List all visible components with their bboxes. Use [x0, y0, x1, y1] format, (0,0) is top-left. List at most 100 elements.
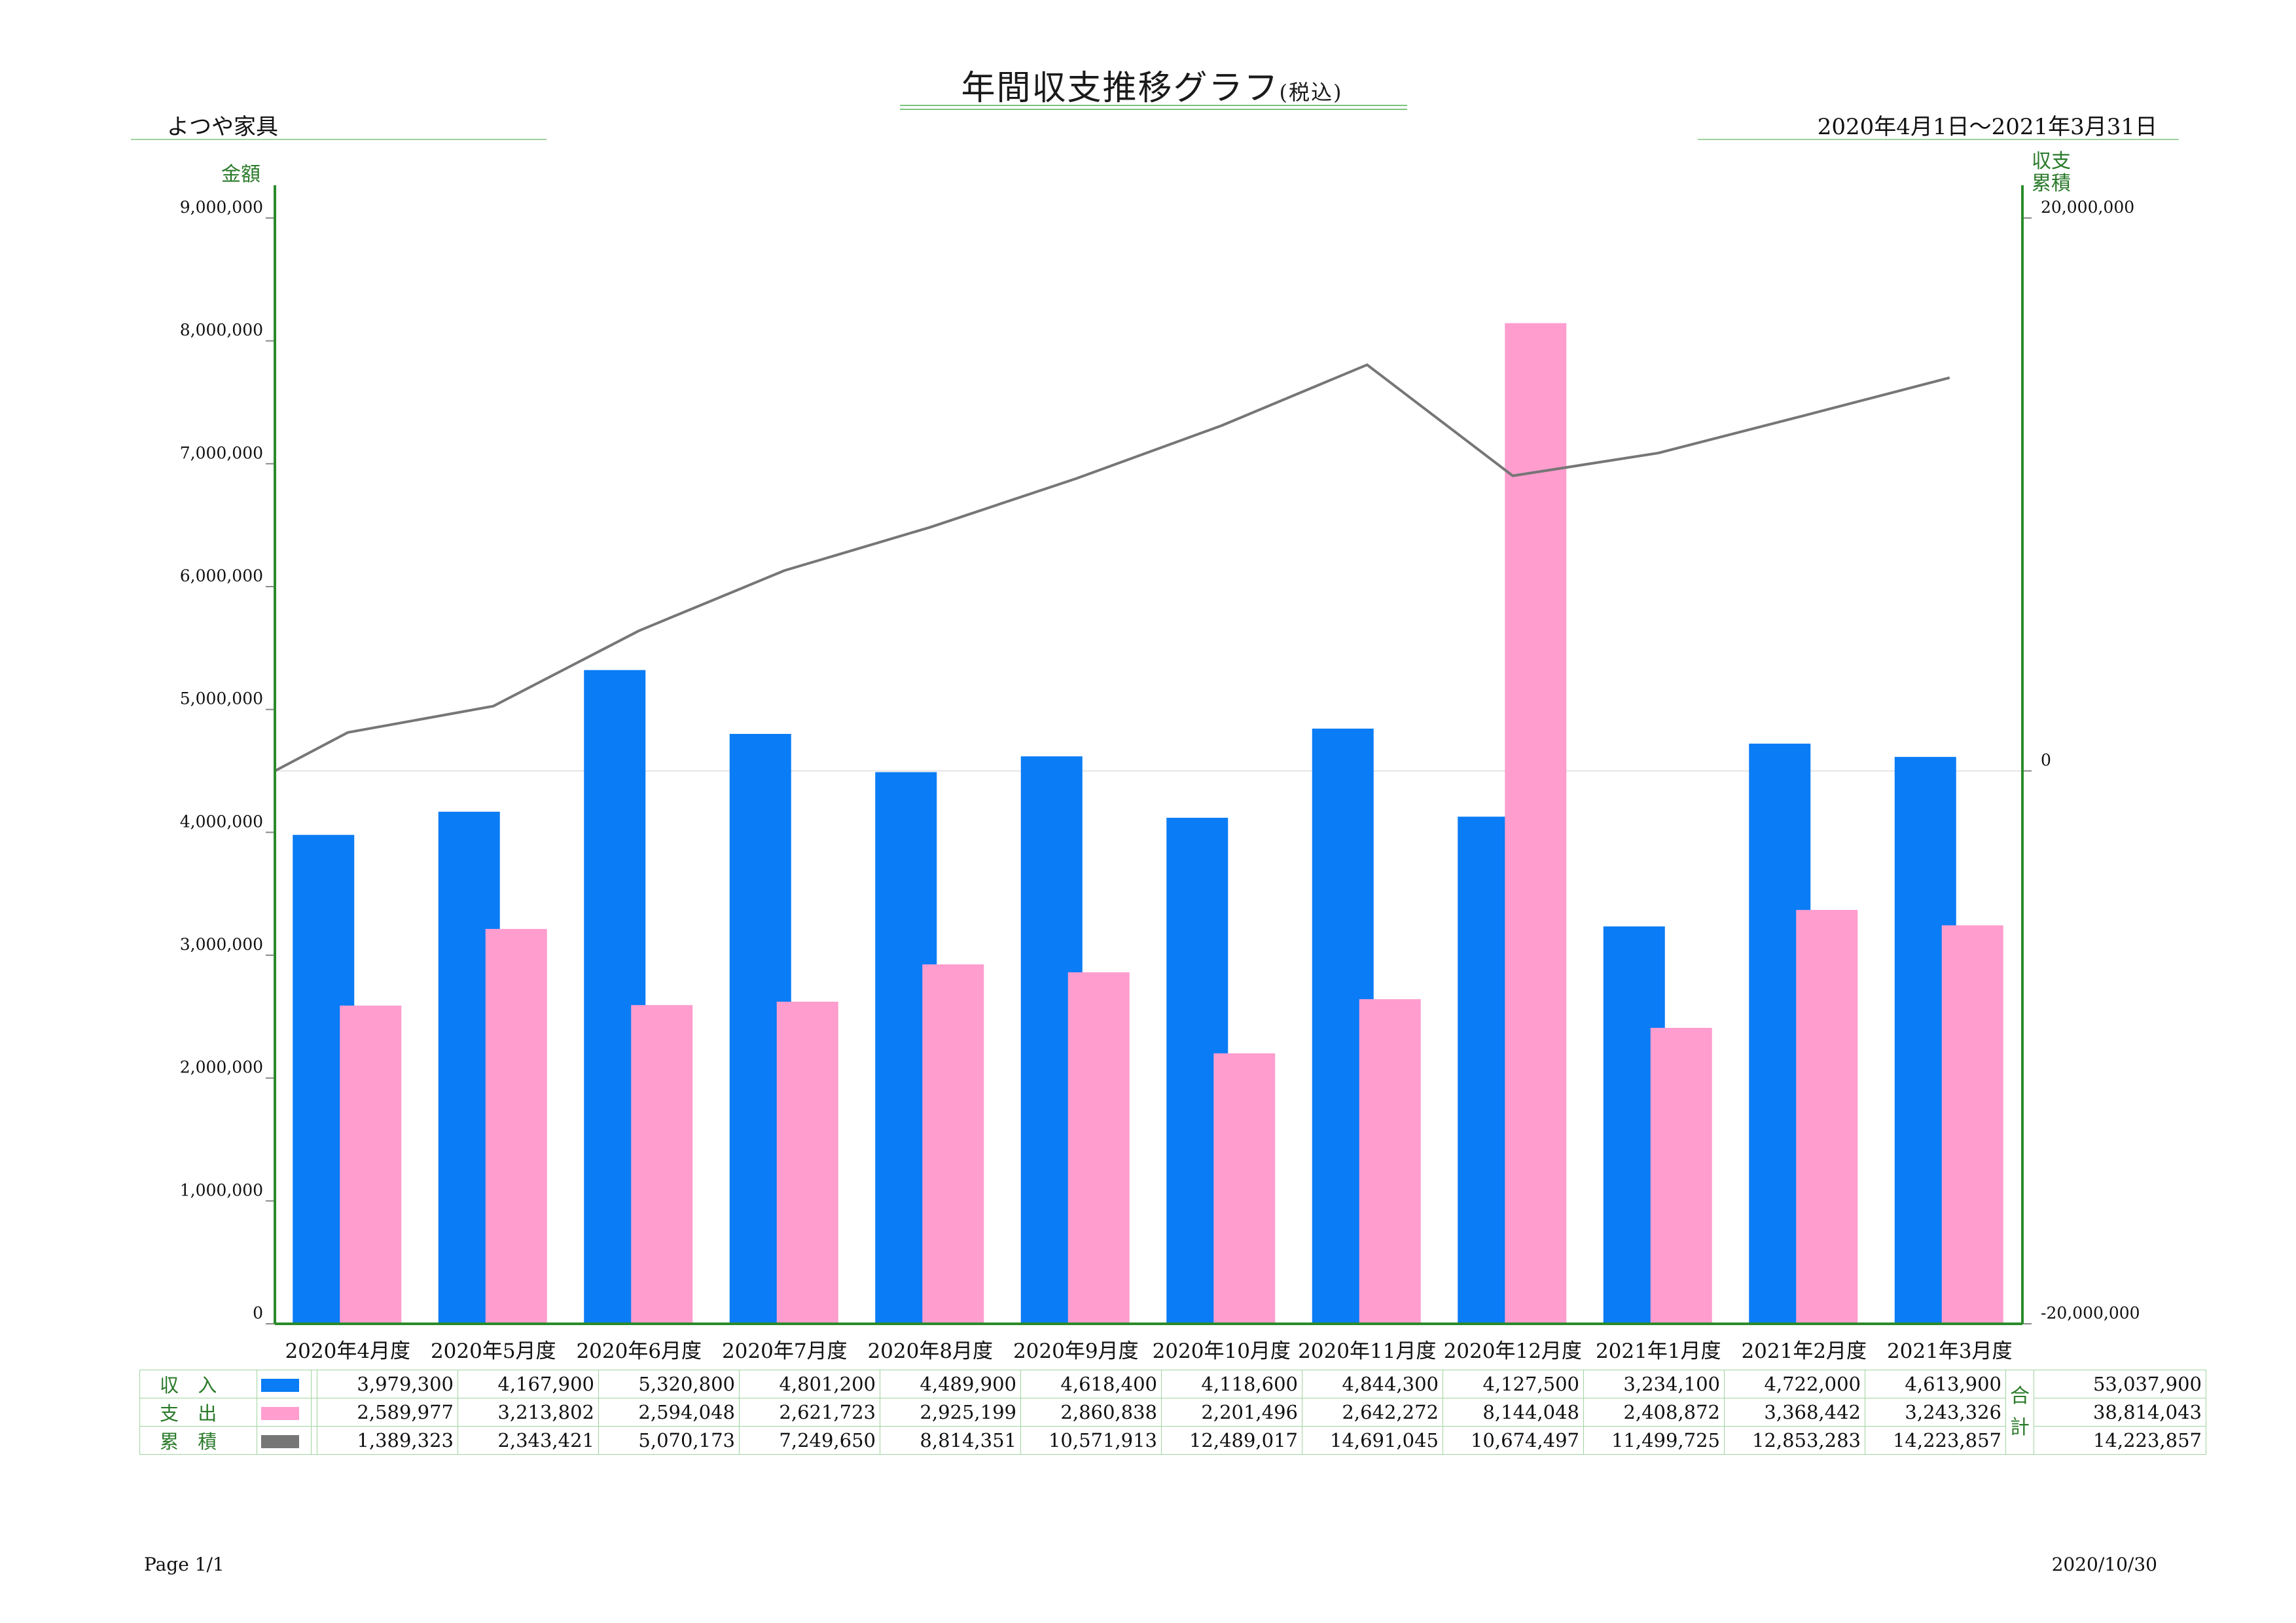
table-cell: 3,213,802: [457, 1398, 599, 1427]
expense-bar: [485, 928, 547, 1324]
income-swatch: [261, 1379, 299, 1392]
report-title-note: (税込): [1279, 80, 1343, 105]
table-cell: 7,249,650: [739, 1426, 880, 1455]
table-cell: 12,489,017: [1161, 1426, 1302, 1455]
y-tick-label: 4,000,000: [180, 812, 263, 831]
table-cell: 14,691,045: [1302, 1426, 1443, 1455]
x-category-label: 2020年11月度: [1298, 1340, 1436, 1363]
report-title-text: 年間収支推移グラフ: [961, 69, 1280, 108]
expense-bar: [340, 1005, 402, 1324]
table-cell: 10,571,913: [1020, 1426, 1162, 1455]
table-cell: 4,618,400: [1020, 1370, 1162, 1398]
total-label-1: 合: [2010, 1385, 2030, 1408]
x-category-label: 2020年5月度: [431, 1340, 556, 1363]
table-row: 累 積 1,389,323 2,343,421 5,070,173 7,249,650 8…: [139, 1426, 2206, 1455]
cumulative-swatch: [261, 1435, 299, 1448]
table-cell: 3,368,442: [1724, 1398, 1865, 1427]
table-cell: 2,343,421: [457, 1426, 599, 1455]
table-cell: 4,722,000: [1724, 1370, 1865, 1398]
expense-bar: [1796, 909, 1858, 1324]
period-underline: [1698, 139, 2179, 140]
table-cell: 8,144,048: [1443, 1398, 1584, 1427]
legend-cell: [257, 1398, 312, 1427]
x-category-label: 2020年8月度: [867, 1340, 993, 1363]
table-cell: 3,979,300: [317, 1370, 458, 1398]
table-cell: 14,223,857: [1865, 1426, 2006, 1455]
table-cell: 2,642,272: [1302, 1398, 1443, 1427]
table-cell: 4,127,500: [1443, 1370, 1584, 1398]
table-cell: 2,589,977: [317, 1398, 458, 1427]
table-cell: 2,860,838: [1020, 1398, 1162, 1427]
title-underline: [900, 105, 1407, 106]
expense-bar: [1941, 925, 2003, 1324]
company-underline: [131, 139, 547, 140]
total-cell: 38,814,043: [2034, 1398, 2206, 1427]
x-category-label: 2020年9月度: [1013, 1340, 1139, 1363]
expense-bar: [1650, 1027, 1712, 1324]
expense-bar: [1359, 999, 1421, 1324]
table-cell: 5,320,800: [598, 1370, 740, 1398]
table-cell: 2,408,872: [1583, 1398, 1725, 1427]
report-period: 2020年4月1日～2021年3月31日: [1817, 114, 2157, 140]
table-cell: 1,389,323: [317, 1426, 458, 1455]
table-cell: 4,801,200: [739, 1370, 880, 1398]
total-cell: 53,037,900: [2034, 1370, 2206, 1398]
x-category-label: 2020年7月度: [722, 1340, 848, 1363]
legend-cell: [257, 1426, 312, 1455]
table-row: 支 出 2,589,977 3,213,802 2,594,048 2,621,723 2…: [139, 1398, 2206, 1427]
y-tick-label: 5,000,000: [180, 689, 263, 708]
table-cell: 2,201,496: [1161, 1398, 1302, 1427]
right-axis-title-1: 収支: [2032, 150, 2071, 173]
row-label: 収 入: [139, 1370, 257, 1398]
row-label: 支 出: [139, 1398, 257, 1427]
expense-bar: [1067, 972, 1130, 1324]
y-tick-label: 2,000,000: [180, 1058, 263, 1077]
expense-bar: [1505, 323, 1567, 1324]
x-category-label: 2020年6月度: [576, 1340, 702, 1363]
company-name: よつや家具: [167, 114, 278, 140]
x-category-label: 2020年4月度: [285, 1340, 410, 1363]
table-cell: 2,594,048: [598, 1398, 740, 1427]
total-label: 合計: [2005, 1370, 2034, 1455]
y2-tick-label: 20,000,000: [2041, 198, 2134, 217]
report-title: 年間収支推移グラフ(税込): [897, 60, 1407, 109]
table-cell: 8,814,351: [880, 1426, 1021, 1455]
table-cell: 4,844,300: [1302, 1370, 1443, 1398]
y-tick-label: 9,000,000: [180, 198, 263, 217]
y-tick-label: 8,000,000: [180, 321, 263, 340]
x-category-label: 2021年2月度: [1741, 1340, 1867, 1363]
expense-bar: [1213, 1053, 1276, 1324]
table-cell: 12,853,283: [1724, 1426, 1865, 1455]
title-underline-2: [900, 109, 1407, 110]
total-cell: 14,223,857: [2034, 1426, 2206, 1455]
y-tick-label: 1,000,000: [180, 1180, 263, 1199]
y-tick-label: 0: [253, 1304, 263, 1322]
table-cell: 2,621,723: [739, 1398, 880, 1427]
table-cell: 4,613,900: [1865, 1370, 2006, 1398]
row-label: 累 積: [139, 1426, 257, 1455]
cumulative-line: [274, 363, 1950, 773]
expense-bar: [776, 1001, 838, 1324]
x-category-label: 2021年3月度: [1887, 1340, 2013, 1363]
legend-cell: [257, 1370, 312, 1398]
data-table: 収 入 3,979,300 4,167,900 5,320,800 4,801,200 4…: [139, 1370, 2206, 1455]
page-number: Page 1/1: [144, 1554, 224, 1575]
table-cell: 3,234,100: [1583, 1370, 1725, 1398]
table-cell: 3,243,326: [1865, 1398, 2006, 1427]
right-axis-title-2: 累積: [2032, 172, 2071, 195]
gap-cell: [311, 1426, 317, 1455]
total-label-2: 計: [2010, 1416, 2030, 1439]
y-tick-label: 6,000,000: [180, 566, 263, 585]
y-tick-label: 3,000,000: [180, 935, 263, 954]
x-category-label: 2020年10月度: [1153, 1340, 1291, 1363]
left-axis-title: 金額: [221, 163, 260, 186]
gap-cell: [311, 1398, 317, 1427]
y2-tick-label: -20,000,000: [2041, 1304, 2140, 1322]
print-date: 2020/10/30: [2051, 1554, 2157, 1575]
table-row: 収 入 3,979,300 4,167,900 5,320,800 4,801,200 4…: [139, 1370, 2206, 1455]
x-category-label: 2020年12月度: [1444, 1340, 1582, 1363]
table-cell: 2,925,199: [880, 1398, 1021, 1427]
table-cell: 5,070,173: [598, 1426, 740, 1455]
y2-tick-label: 0: [2041, 751, 2051, 770]
